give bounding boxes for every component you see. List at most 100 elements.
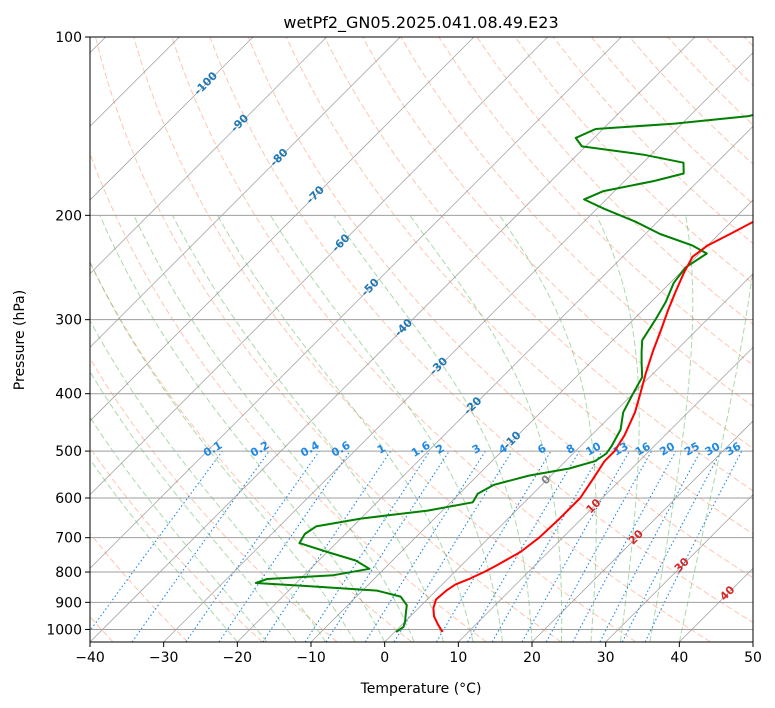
- skewed-isotherm: [90, 37, 254, 201]
- y-tick-label: 100: [55, 30, 82, 46]
- moist-adiabat: [678, 265, 753, 642]
- dry-adiabat: [438, 37, 753, 366]
- skewed-isotherm: [531, 420, 753, 642]
- y-axis: 100 200 300 400 500 600 700 800 900 1000: [46, 30, 90, 638]
- skewed-isotherm: [310, 199, 753, 642]
- skewed-isotherm: [384, 273, 753, 642]
- y-tick-label: 800: [55, 565, 82, 581]
- mixing-ratio-line: [131, 450, 270, 642]
- y-tick-label: 400: [55, 387, 82, 403]
- mixing-ratio-label: 16: [633, 440, 653, 459]
- dry-adiabat: [667, 37, 753, 126]
- y-tick-label: 900: [55, 595, 82, 611]
- dry-adiabat: [400, 37, 753, 407]
- dry-adiabat: [133, 37, 637, 642]
- skewed-isotherm: [90, 37, 327, 275]
- mixing-ratio-line: [393, 450, 513, 642]
- reference-lines: [90, 37, 753, 642]
- skewed-isotherm: [90, 37, 696, 642]
- mixing-ratio-line: [262, 450, 392, 642]
- dry-adiabat: [247, 37, 753, 579]
- y-axis-label: Pressure (hPa): [12, 290, 28, 390]
- dry-adiabat: [90, 152, 487, 642]
- moist-adiabat: [172, 215, 445, 642]
- skewed-isotherm: [605, 494, 753, 642]
- y-tick-label: 600: [55, 491, 82, 507]
- moist-adiabat: [596, 215, 640, 642]
- mixing-ratio-label: 1.6: [409, 439, 433, 460]
- dewpoint-line: [254, 113, 753, 633]
- dry-adiabat: [514, 37, 753, 285]
- isotherm-label: -60: [329, 231, 352, 254]
- x-tick-label: 10: [449, 650, 467, 666]
- y-tick-label: 700: [55, 531, 82, 547]
- temperature-line: [432, 220, 753, 633]
- x-tick-label: 40: [670, 650, 688, 666]
- isotherm-label: -90: [228, 111, 251, 134]
- mixing-ratio-label: 8: [564, 442, 577, 457]
- dry-adiabat: [285, 37, 753, 535]
- y-tick-label: 200: [55, 208, 82, 224]
- moist-adiabat: [217, 215, 474, 642]
- x-tick-label: 30: [597, 650, 615, 666]
- moist-adiabat: [90, 319, 327, 642]
- mixing-ratio-line: [572, 450, 677, 642]
- mixing-ratio-label: 2: [434, 442, 447, 457]
- isotherm-label: -70: [304, 183, 327, 206]
- skewed-isotherm: [237, 125, 753, 642]
- dry-adiabat: [743, 37, 753, 47]
- dry-adiabat: [90, 357, 338, 642]
- grid: [90, 37, 753, 642]
- dry-adiabat: [705, 37, 753, 87]
- skewed-isotherm: [458, 346, 753, 642]
- x-tick-label: −20: [223, 650, 253, 666]
- skewed-isotherm: [163, 52, 753, 642]
- mixing-ratio-line: [218, 450, 351, 642]
- x-tick-label: 20: [523, 650, 541, 666]
- skewed-isotherm: [90, 37, 401, 348]
- mixing-ratio-line: [435, 450, 552, 642]
- skewed-isotherm: [90, 37, 548, 496]
- isotherm-label: -30: [427, 354, 450, 377]
- mixing-ratio-label: 0.1: [201, 439, 224, 460]
- moist-adiabat: [90, 260, 356, 642]
- x-axis-label: Temperature (°C): [360, 681, 482, 697]
- moist-adiabat: [90, 370, 297, 642]
- mixing-ratio-label: 20: [657, 440, 677, 459]
- dry-adiabat: [171, 37, 711, 642]
- plot-frame: [89, 36, 754, 643]
- mixing-ratio-line: [545, 450, 653, 642]
- isotherm-label: -80: [267, 146, 290, 169]
- mixing-ratio-label: 10: [583, 440, 603, 459]
- dry-adiabat: [209, 37, 753, 623]
- moist-adiabat: [90, 416, 268, 642]
- skewed-isotherm: [752, 641, 753, 642]
- mixing-ratio-label: 1: [375, 442, 388, 457]
- skewed-isotherm: [679, 567, 753, 642]
- mixing-ratio-label: 0.4: [298, 439, 322, 460]
- isotherm-label: 40: [717, 583, 737, 603]
- moist-adiabat: [270, 215, 503, 642]
- y-tick-label: 500: [55, 444, 82, 460]
- skewed-isotherm: [90, 37, 475, 422]
- x-axis: −40 −30 −20 −10 0 10 20 30 40 50: [75, 642, 762, 666]
- moist-adiabat: [499, 215, 597, 642]
- moist-adiabat: [133, 215, 415, 642]
- x-tick-label: −10: [296, 650, 326, 666]
- y-tick-label: 1000: [46, 622, 82, 638]
- mixing-ratio-line: [644, 450, 743, 642]
- mixing-ratio-label: 36: [723, 440, 743, 459]
- dry-adiabat: [95, 37, 562, 642]
- x-tick-label: −30: [149, 650, 179, 666]
- profiles: [254, 113, 753, 633]
- moist-adiabat: [649, 215, 694, 642]
- x-tick-label: 0: [380, 650, 389, 666]
- mixing-ratio-label: 6: [535, 441, 548, 456]
- x-tick-label: 50: [744, 650, 762, 666]
- moist-adiabat: [333, 215, 533, 642]
- isotherm-label: -20: [461, 394, 484, 417]
- mixing-ratio-line: [325, 450, 450, 642]
- mixing-ratio-line: [467, 450, 580, 642]
